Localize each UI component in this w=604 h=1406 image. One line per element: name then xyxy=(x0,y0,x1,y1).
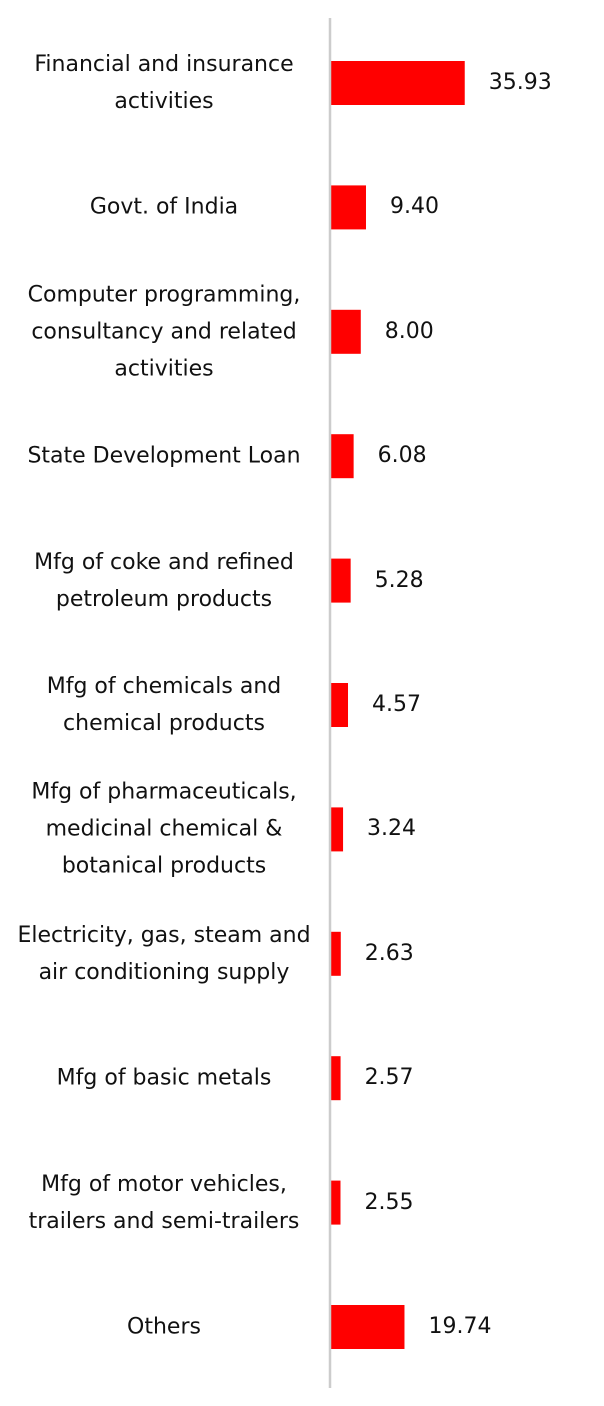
category-label-4: Mfg of coke and refined petroleum produc… xyxy=(34,549,294,612)
category-label-3: State Development Loan xyxy=(27,443,301,469)
category-label-8: Mfg of basic metals xyxy=(56,1065,272,1091)
bar-5 xyxy=(331,683,349,727)
category-label-9: Mfg of motor vehicles, trailers and semi… xyxy=(28,1171,300,1234)
category-label-0: Financial and insurance activities xyxy=(34,52,294,114)
value-label-5: 4.57 xyxy=(372,692,421,717)
category-label-6: Mfg of pharmaceuticals, medicinal chemic… xyxy=(31,779,297,879)
category-label-7: Electricity, gas, steam and air conditio… xyxy=(17,922,311,985)
category-label-10: Others xyxy=(127,1314,201,1340)
category-label-2: Computer programming, consultancy and re… xyxy=(27,282,301,382)
bar-4 xyxy=(331,558,351,603)
value-label-0: 35.93 xyxy=(488,70,552,95)
bar-6 xyxy=(331,807,344,852)
bar-8 xyxy=(331,1056,341,1101)
bars-layer xyxy=(331,61,465,1349)
bar-3 xyxy=(331,434,354,479)
bar-0 xyxy=(331,61,465,105)
value-label-10: 19.74 xyxy=(428,1314,492,1339)
value-label-4: 5.28 xyxy=(374,567,424,593)
value-label-1: 9.40 xyxy=(389,194,439,220)
bar-2 xyxy=(331,309,361,354)
bar-9 xyxy=(331,1180,341,1225)
category-label-1: Govt. of India xyxy=(89,194,239,220)
value-label-6: 3.24 xyxy=(367,816,417,842)
bar-1 xyxy=(331,185,366,230)
value-label-7: 2.63 xyxy=(364,940,414,966)
value-label-2: 8.00 xyxy=(384,318,434,344)
value-label-9: 2.55 xyxy=(364,1189,414,1215)
bar-7 xyxy=(331,931,341,976)
bar-10 xyxy=(331,1305,405,1349)
category-label-5: Mfg of chemicals and chemical products xyxy=(46,674,282,736)
value-label-3: 6.08 xyxy=(377,443,427,469)
value-label-8: 2.57 xyxy=(364,1065,414,1091)
